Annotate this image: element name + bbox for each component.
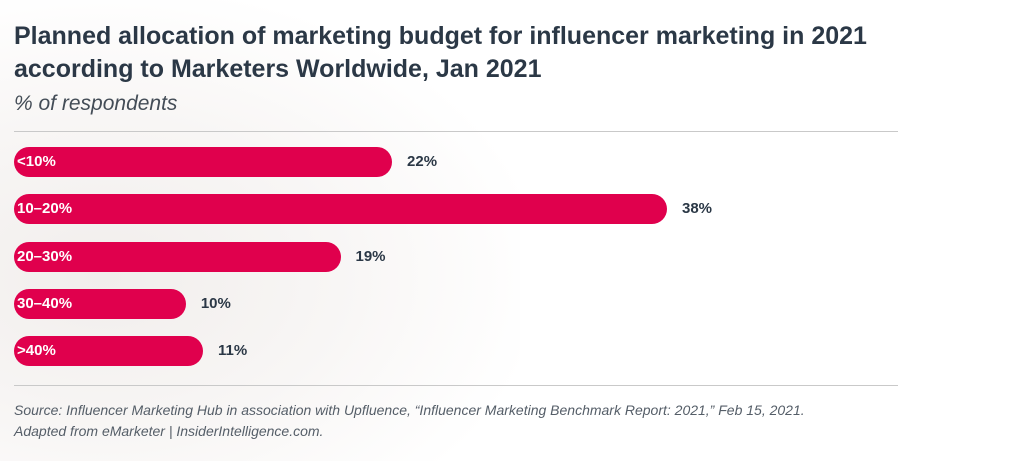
source-note: Source: Influencer Marketing Hub in asso… [14,400,805,442]
source-text: Source: Influencer Marketing Hub in asso… [14,402,805,418]
chart-subtitle: % of respondents [14,92,178,115]
bottom-divider [14,385,898,386]
value-label: 38% [682,200,713,218]
category-label: 20–30% [17,247,73,265]
bar [14,241,341,272]
source-adapted: Adapted from eMarketer | InsiderIntellig… [14,423,324,439]
bar [14,288,186,319]
bar [14,147,393,177]
value-label: 10% [200,294,231,312]
chart-title: Planned allocation of marketing budget f… [14,22,867,83]
value-label: 19% [355,247,386,265]
bar [14,194,667,225]
category-label: <10% [17,153,56,170]
value-label: 11% [218,342,248,360]
bar [14,336,204,367]
top-divider [14,131,898,132]
value-label: 22% [407,153,438,170]
category-label: >40% [17,342,56,360]
category-label: 30–40% [17,294,73,312]
category-label: 10–20% [17,200,73,218]
background-image [0,0,520,461]
